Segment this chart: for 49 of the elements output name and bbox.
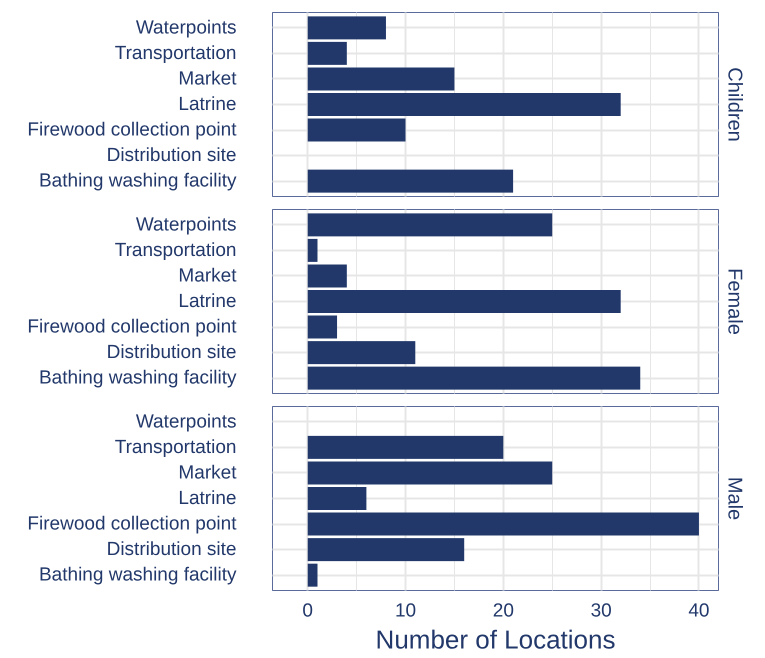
bar: [308, 67, 454, 90]
y-tick-label: Transportation: [114, 240, 237, 261]
bar: [308, 170, 514, 193]
bar: [308, 512, 699, 536]
bar: [308, 538, 464, 562]
bar: [308, 93, 621, 116]
y-tick-label: Waterpoints: [136, 214, 237, 236]
bar: [308, 316, 338, 339]
x-axis-title: Number of Locations: [376, 624, 616, 654]
y-tick-label: Market: [178, 265, 238, 286]
y-tick-label: Waterpoints: [136, 17, 237, 38]
bar: [308, 341, 416, 364]
x-tick-label: 30: [590, 600, 612, 622]
bar: [308, 264, 347, 288]
y-tick-label: Firewood collection point: [27, 120, 238, 141]
text: Female: [724, 268, 746, 335]
y-tick-label: Distribution site: [106, 145, 237, 166]
y-tick-label: Latrine: [178, 94, 237, 115]
y-tick-label: Latrine: [178, 488, 237, 509]
bar: [308, 461, 552, 484]
bar: [308, 436, 504, 459]
text: Children: [724, 67, 746, 142]
bar: [308, 290, 621, 313]
bar: [308, 118, 406, 142]
x-tick-label: 20: [492, 600, 514, 622]
y-tick-label: Firewood collection point: [27, 316, 238, 338]
y-tick-label: Latrine: [178, 291, 237, 312]
text: Male: [724, 476, 746, 520]
bar: [308, 213, 552, 236]
bar: [308, 366, 640, 390]
bar: [308, 16, 386, 40]
y-tick-label: Waterpoints: [136, 411, 237, 432]
y-tick-label: Market: [178, 462, 238, 484]
y-tick-label: Bathing washing facility: [39, 170, 237, 192]
y-tick-label: Bathing washing facility: [39, 564, 237, 586]
bar: [308, 564, 318, 587]
y-tick-label: Distribution site: [106, 342, 237, 364]
y-tick-label: Firewood collection point: [27, 514, 238, 535]
y-tick-label: Transportation: [114, 42, 237, 64]
x-tick-label: 0: [302, 600, 314, 622]
x-tick-label: 10: [394, 600, 416, 622]
y-tick-label: Bathing washing facility: [39, 368, 237, 389]
y-tick-label: Transportation: [114, 436, 237, 458]
bar: [308, 42, 347, 65]
x-tick-label: 40: [688, 600, 710, 622]
y-tick-label: Market: [178, 68, 238, 90]
y-tick-label: Distribution site: [106, 539, 237, 560]
bar: [308, 238, 318, 262]
bar: [308, 487, 366, 510]
